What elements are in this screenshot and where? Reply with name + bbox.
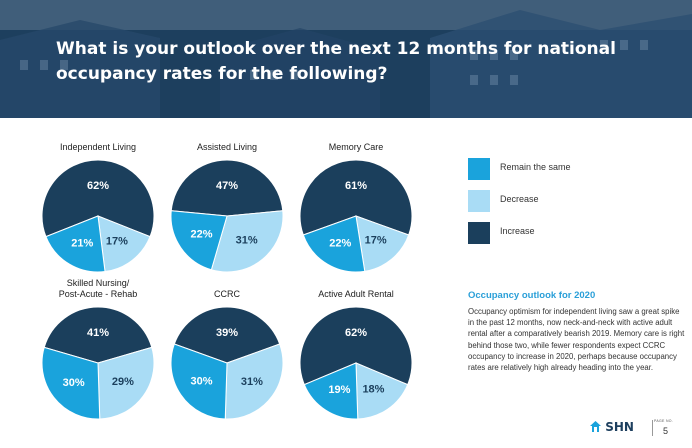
pie-slice-remain xyxy=(170,210,228,271)
legend-label-decrease: Decrease xyxy=(500,194,539,204)
pie-slice-decrease xyxy=(210,210,284,273)
pie-label-remain: 22% xyxy=(191,228,213,240)
pie-label-decrease: 29% xyxy=(112,376,134,388)
pie-chart-1: 62% 17% 21% Independent Living xyxy=(41,142,155,273)
pie-slice-increase xyxy=(173,306,281,364)
pie-label-increase: 47% xyxy=(216,180,238,192)
pie-slice-remain xyxy=(41,346,101,420)
pie-label-remain: 19% xyxy=(328,384,350,396)
pie-slice-decrease xyxy=(97,215,151,273)
legend-swatch-remain xyxy=(468,158,490,180)
pie-chart-5: 39% 31% 30% CCRC xyxy=(170,289,284,420)
info-body: Occupancy optimism for independent livin… xyxy=(468,307,685,373)
pie-slice-increase xyxy=(41,159,155,238)
pie-slice-decrease xyxy=(97,346,155,420)
pie-label-increase: 62% xyxy=(345,327,367,339)
legend-label-remain: Remain the same xyxy=(500,162,571,172)
pie-chart-title: Post-Acute - Rehab xyxy=(59,289,138,299)
info-heading: Occupancy outlook for 2020 xyxy=(468,290,596,301)
pie-chart-title: Independent Living xyxy=(60,142,136,152)
pie-label-increase: 62% xyxy=(87,180,109,192)
pie-chart-title: Assisted Living xyxy=(197,142,257,152)
pie-chart-6: 62% 18% 19% Active Adult Rental xyxy=(299,289,413,420)
logo-text: SHN xyxy=(605,420,634,434)
legend-swatch-increase xyxy=(468,222,490,244)
pie-label-increase: 61% xyxy=(345,180,367,192)
pie-label-decrease: 18% xyxy=(362,383,384,395)
pie-label-increase: 41% xyxy=(87,327,109,339)
pie-slice-decrease xyxy=(224,343,284,420)
pie-label-decrease: 17% xyxy=(365,235,387,247)
shn-logo: SHN xyxy=(590,420,634,434)
pie-slice-increase xyxy=(170,159,284,217)
legend-label-increase: Increase xyxy=(500,226,535,236)
pie-label-remain: 21% xyxy=(71,238,93,250)
pie-label-remain: 30% xyxy=(191,375,213,387)
pie-charts-area: 62% 17% 21% Independent Living 47% 31% 22% Assi… xyxy=(41,142,413,420)
pie-slice-decrease xyxy=(355,215,410,272)
footer-divider xyxy=(652,420,653,436)
pie-label-increase: 39% xyxy=(216,327,238,339)
logo-mark-icon xyxy=(590,421,601,432)
pie-chart-2: 47% 31% 22% Assisted Living xyxy=(170,142,284,273)
pie-slice-remain xyxy=(45,215,106,273)
pie-slice-increase xyxy=(299,306,413,386)
page-number-label: PAGE NO. xyxy=(654,419,674,423)
pie-label-remain: 22% xyxy=(329,238,351,250)
pie-chart-3: 61% 17% 22% Memory Care xyxy=(299,142,413,273)
legend-swatch-decrease xyxy=(468,190,490,212)
pie-slice-increase xyxy=(299,159,413,236)
pie-slice-remain xyxy=(302,215,366,273)
header-banner: What is your outlook over the next 12 mo… xyxy=(0,0,692,118)
pie-label-decrease: 31% xyxy=(241,376,263,388)
pie-chart-title: Active Adult Rental xyxy=(318,289,394,299)
page-title: What is your outlook over the next 12 mo… xyxy=(56,39,616,84)
pie-slice-remain xyxy=(303,362,359,420)
pie-slice-remain xyxy=(170,343,228,420)
page-number: 5 xyxy=(663,426,669,436)
pie-chart-title: Memory Care xyxy=(329,142,384,152)
header-building-photo xyxy=(0,0,692,118)
pie-label-decrease: 31% xyxy=(236,235,258,247)
pie-slice-decrease xyxy=(355,362,409,420)
pie-chart-title: Skilled Nursing/ xyxy=(67,278,130,288)
pie-chart-title: CCRC xyxy=(214,289,240,299)
pie-label-decrease: 17% xyxy=(106,235,128,247)
pie-label-remain: 30% xyxy=(63,377,85,389)
pie-slice-increase xyxy=(43,306,153,364)
pie-chart-4: 41% 29% 30% Skilled Nursing/Post-Acute - Re… xyxy=(41,278,155,420)
